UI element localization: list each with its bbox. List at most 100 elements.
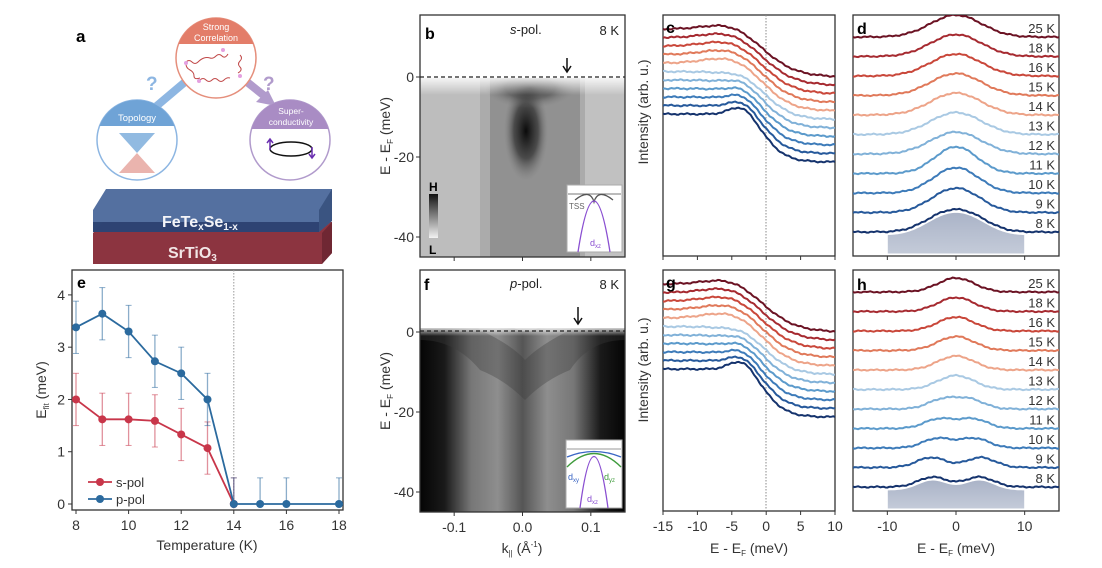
edc-curve-14K <box>663 57 835 112</box>
temperature-label-8K: 8 K <box>1035 216 1055 231</box>
panel-letter-a: a <box>76 27 86 46</box>
data-point <box>203 444 212 453</box>
dirac-cone-upper-icon <box>119 133 155 153</box>
edc-xtick-label: 10 <box>827 518 843 534</box>
panel-g-edc-ppol: -15 -10 -5 0 5 10 g Intensity (arb. u.) E - E… <box>635 269 843 558</box>
symmetrized-curve-9K <box>853 186 1059 215</box>
symmetrized-curve-15K <box>853 334 1059 353</box>
edc-curve-14K <box>663 312 835 367</box>
panel-letter-f: f <box>424 277 430 294</box>
symmetrized-curve-8K <box>853 475 1059 489</box>
panel-b-spol-heatmap: b s-pol. 8 K 0 -20 -40 H L TSS dxz E - EF … <box>377 14 626 261</box>
temperature-label-10K: 10 K <box>1028 432 1055 447</box>
symmetrized-curve-10K <box>853 436 1059 450</box>
sym-xtick-label: 10 <box>1017 518 1033 534</box>
temperature-label-16K: 16 K <box>1028 315 1055 330</box>
symmetrized-curve-11K <box>853 416 1059 431</box>
panel-h-symmetrized-ppol: 25 K 18 K 16 K 15 K 14 K 13 K 12 K 11 K 10 K 9 K 8… <box>852 269 1060 558</box>
legend-marker <box>96 495 104 503</box>
edc-xtick-label: 0 <box>762 518 770 534</box>
temperature-label-18K: 18 K <box>1028 41 1055 56</box>
panel-f-temperature: 8 K <box>599 277 619 292</box>
panel-b-arrow-icon <box>562 58 572 74</box>
data-point <box>256 500 265 508</box>
substrate-label: SrTiO3 <box>168 245 217 264</box>
superconductivity-label-line2: conductivity <box>269 117 314 127</box>
panel-f-ylabel: E - EF (meV) <box>377 352 395 430</box>
strong-correlation-circle: Strong Correlation <box>175 17 257 99</box>
data-point <box>229 500 238 508</box>
edc-curve-18K <box>663 287 835 342</box>
symmetrized-curve-18K <box>853 33 1059 59</box>
symmetrized-curve-14K <box>853 354 1059 372</box>
panel-e-ytick-label: 2 <box>57 391 65 407</box>
panel-e-ylabel: Efit (meV) <box>33 361 51 419</box>
temperature-label-18K: 18 K <box>1028 296 1055 311</box>
inset-tss-label: TSS <box>569 202 585 211</box>
topology-circle: Topology <box>96 99 178 181</box>
inset-dxz-label-f: dxz <box>587 494 598 506</box>
superconductivity-label-line1: Super- <box>278 106 304 116</box>
panel-e-series-p-pol: p-pol <box>72 287 343 508</box>
gap-fit-shading <box>886 479 1026 510</box>
panel-letter-d: d <box>857 21 867 38</box>
panel-b-ylabel: E - EF (meV) <box>377 97 395 175</box>
temperature-label-16K: 16 K <box>1028 60 1055 75</box>
correlation-label-line2: Correlation <box>194 33 238 43</box>
data-point <box>177 430 186 439</box>
data-point <box>124 327 133 336</box>
question-mark-left: ? <box>146 74 158 95</box>
symmetrized-curve-25K <box>853 15 1059 39</box>
temperature-label-14K: 14 K <box>1028 354 1055 369</box>
data-point <box>282 500 291 508</box>
panel-letter-b: b <box>425 26 435 43</box>
inset-dyz-label: dyz <box>604 472 615 484</box>
spin-up-arrow-icon <box>266 137 274 150</box>
panel-f-ppol-heatmap: f p-pol. 8 K 0 -20 -40 -0.1 0.0 0.1 dxy dyz d… <box>377 269 626 558</box>
data-point <box>124 415 133 424</box>
symmetrized-curve-16K <box>853 315 1059 333</box>
edc-curve-18K <box>663 32 835 87</box>
data-point <box>177 369 186 378</box>
temperature-label-11K: 11 K <box>1029 413 1055 428</box>
symmetrized-curve-12K <box>853 130 1059 156</box>
symmetrized-curve-10K <box>853 166 1059 195</box>
edc-curve-16K <box>663 295 835 350</box>
temperature-label-12K: 12 K <box>1028 393 1055 408</box>
data-point <box>150 416 159 425</box>
panel-h-xlabel: E - EF (meV) <box>917 540 995 558</box>
correlation-label-line1: Strong <box>203 22 230 32</box>
data-point <box>98 309 107 318</box>
edc-curve-10K <box>663 93 835 147</box>
topology-label: Topology <box>118 113 156 124</box>
temperature-label-8K: 8 K <box>1035 471 1055 486</box>
film-block: FeTexSe1-x <box>93 189 332 233</box>
film-label: FeTexSe1-x <box>162 214 238 233</box>
temperature-label-13K: 13 K <box>1028 374 1055 389</box>
panel-e-xtick-label: 16 <box>279 517 295 533</box>
gap-fit-shading <box>886 211 1026 255</box>
panel-a-schematic: a ? ? Strong Correlation Topology <box>76 17 332 264</box>
heatmap-xtick-label: 0.0 <box>513 519 533 535</box>
heatmap-xtick-label: -0.1 <box>442 519 466 535</box>
symmetrized-curve-25K <box>853 276 1059 294</box>
panel-f-polarization: p-pol. <box>509 276 543 291</box>
series-line <box>75 312 339 505</box>
edc-curve-10K <box>663 348 835 402</box>
edc-curve-13K <box>663 69 835 121</box>
edc-curve-16K <box>663 40 835 95</box>
temperature-label-14K: 14 K <box>1028 99 1055 114</box>
inset-dxz-label: dxz <box>590 238 601 250</box>
panel-f-band-inset: dxy dyz dxz <box>565 439 623 509</box>
data-point <box>203 395 212 404</box>
edc-curve-15K <box>663 303 835 359</box>
edc-curve-8K <box>663 106 835 164</box>
symmetrized-curve-8K <box>853 207 1059 234</box>
heatmap-ytick-label: -40 <box>394 484 414 500</box>
edc-curve-11K <box>663 86 835 138</box>
panel-e-xtick-label: 10 <box>121 517 137 533</box>
colorbar-high-label: H <box>429 180 438 194</box>
edc-xtick-label: -5 <box>726 518 739 534</box>
